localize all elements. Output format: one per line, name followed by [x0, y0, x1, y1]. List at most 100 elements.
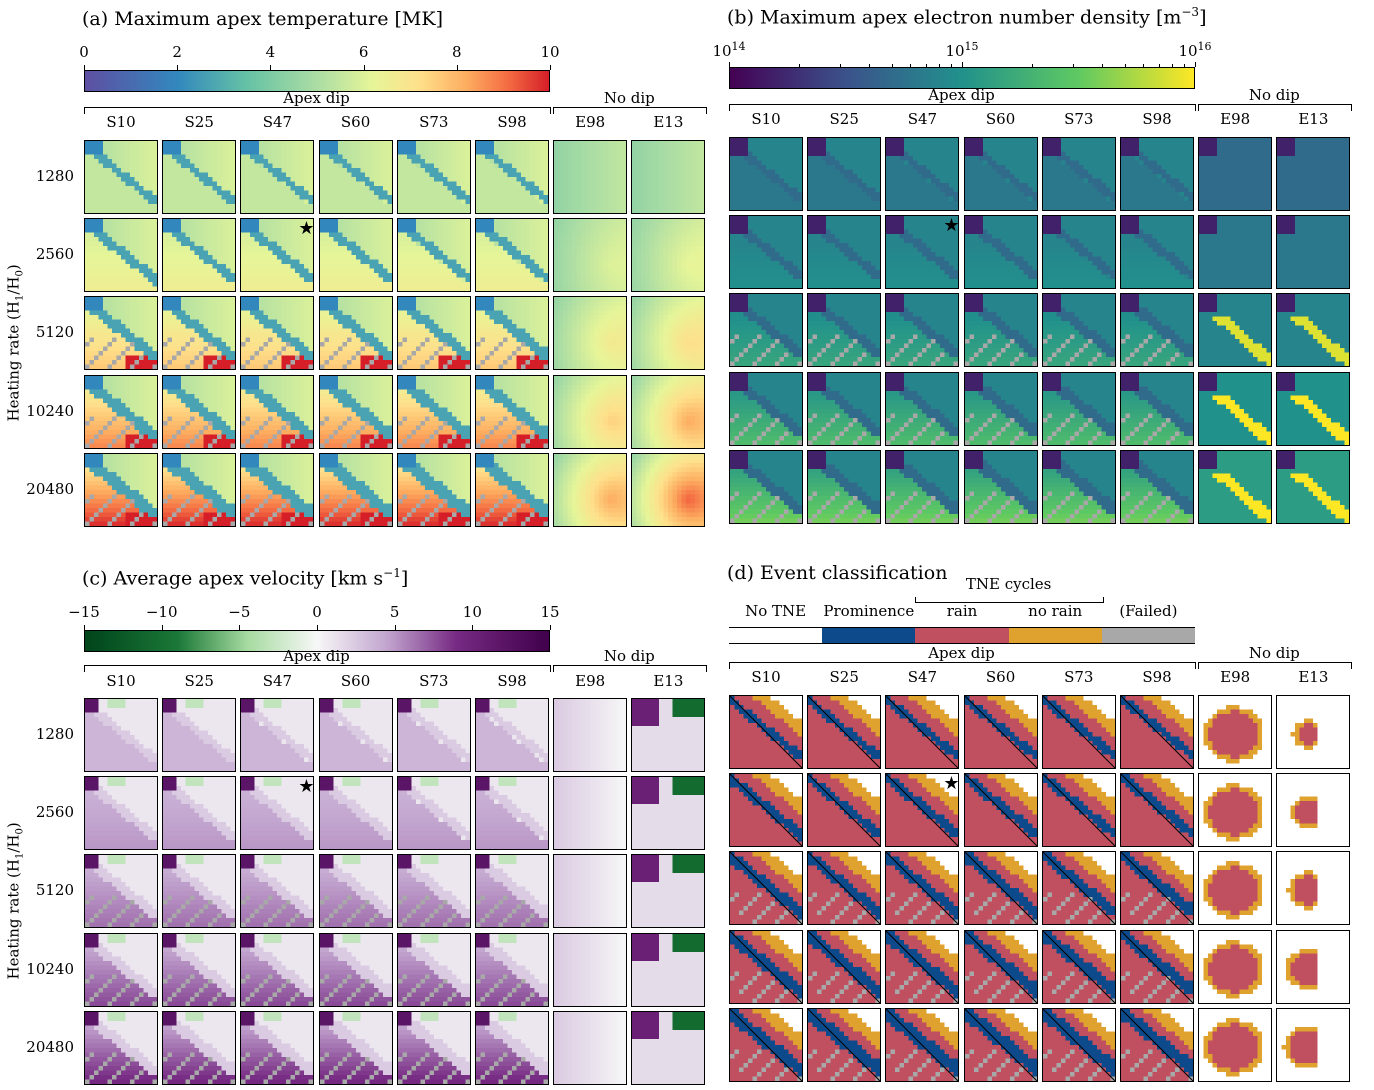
row-label: 20480	[4, 1038, 74, 1056]
cell-heatmap	[730, 774, 802, 847]
heatmap-cell	[1041, 215, 1116, 290]
heatmap-cell	[631, 140, 706, 214]
colorbar-tick	[550, 65, 551, 70]
cell-heatmap	[163, 777, 236, 850]
heatmap-cell	[318, 296, 393, 371]
heatmap-cell	[84, 374, 158, 449]
cell-heatmap	[85, 777, 157, 850]
heatmap-cell	[475, 374, 549, 449]
cell-heatmap	[632, 1011, 705, 1084]
colorbar-tick-label: 1015	[945, 40, 978, 60]
colorbar-tick	[363, 65, 365, 70]
heatmap-cell	[475, 296, 549, 371]
heatmap-cell	[84, 854, 158, 929]
column-label: S47	[240, 113, 314, 131]
row-label: 5120	[4, 881, 74, 899]
ylabel-sub: 0	[15, 828, 26, 834]
heatmap-cell	[1276, 293, 1351, 368]
heatmap-cell	[885, 929, 960, 1004]
cell-heatmap	[85, 375, 157, 448]
cell-heatmap	[163, 141, 236, 213]
row-label: 2560	[4, 245, 74, 263]
cell-heatmap	[964, 852, 1037, 925]
heatmap-cell	[553, 698, 628, 772]
heatmap-cell	[1041, 137, 1116, 211]
cell-heatmap	[85, 141, 157, 213]
cell-heatmap	[241, 699, 314, 771]
row-label: 2560	[4, 803, 74, 821]
cell-heatmap	[1199, 450, 1272, 523]
cell-heatmap	[163, 699, 236, 771]
cell-heatmap	[1277, 1008, 1350, 1081]
legend-label: (Failed)	[1119, 602, 1177, 620]
group-bracket-nodip	[553, 665, 708, 672]
title-superscript: −3	[1181, 5, 1199, 19]
cell-heatmap	[730, 138, 802, 210]
heatmap-cell	[1198, 137, 1273, 211]
starred-marker: ★	[943, 775, 959, 793]
starred-marker: ★	[298, 778, 314, 796]
column-label: S73	[1042, 668, 1116, 686]
heatmap-cell	[885, 449, 960, 524]
heatmap-cell	[1041, 929, 1116, 1004]
tick-base: 10	[945, 42, 964, 60]
cell-heatmap	[241, 453, 314, 526]
cell-heatmap	[808, 372, 881, 445]
heatmap-cell	[729, 371, 803, 446]
heatmap-cell	[1120, 1007, 1194, 1082]
cell-heatmap	[632, 855, 705, 928]
heatmap-cell	[240, 932, 315, 1007]
colorbar-minor-tick	[869, 64, 871, 67]
cell-heatmap	[319, 297, 392, 370]
cell-heatmap	[397, 855, 470, 928]
heatmap-cell	[162, 854, 237, 929]
group-label-nodip: No dip	[604, 89, 655, 107]
cell-heatmap	[886, 696, 959, 768]
cell-heatmap	[886, 138, 959, 210]
heatmap-cell	[553, 932, 628, 1007]
heatmap-cell	[162, 776, 237, 851]
heatmap-cell	[1276, 371, 1351, 446]
heatmap-cell	[396, 1010, 471, 1085]
group-bracket-nodip	[553, 107, 708, 114]
cell-heatmap	[1042, 294, 1115, 367]
cell-heatmap	[476, 855, 548, 928]
cell-heatmap	[554, 699, 627, 771]
column-label: E13	[1276, 110, 1350, 128]
heatmap-cell	[885, 695, 960, 769]
cell-heatmap	[808, 930, 881, 1003]
cell-heatmap	[730, 450, 802, 523]
group-bracket-dip	[84, 107, 551, 114]
cell-heatmap	[1121, 294, 1193, 367]
ylabel-sub: 0	[15, 270, 26, 276]
title-superscript: −1	[383, 566, 401, 580]
title-text: (d) Event classification	[727, 562, 947, 584]
colorbar-tick	[177, 65, 179, 70]
heatmap-cell	[807, 137, 882, 211]
ylabel-text: /H	[5, 276, 23, 294]
cell-heatmap	[808, 450, 881, 523]
cell-heatmap	[1121, 774, 1193, 847]
heatmap-cell	[1041, 695, 1116, 769]
colorbar-minor-tick	[799, 64, 801, 67]
cell-heatmap	[1042, 1008, 1115, 1081]
colorbar-tick-label: 6	[359, 43, 369, 61]
group-label-nodip: No dip	[604, 647, 655, 665]
heatmap-cell	[885, 773, 960, 848]
heatmap-cell	[963, 137, 1038, 211]
heatmap-cell	[475, 1010, 549, 1085]
column-label: S10	[84, 113, 158, 131]
row-label: 5120	[4, 323, 74, 341]
cell-heatmap	[808, 294, 881, 367]
heatmap-cell	[553, 776, 628, 851]
heatmap-cell	[1198, 215, 1273, 290]
row-label: 10240	[4, 402, 74, 420]
heatmap-cell	[963, 851, 1038, 926]
heatmap-cell	[807, 371, 882, 446]
heatmap-cell	[396, 140, 471, 214]
heatmap-cell	[729, 929, 803, 1004]
title-end: ]	[401, 567, 408, 589]
cell-heatmap	[632, 453, 705, 526]
cell-heatmap	[964, 696, 1037, 768]
heatmap-cell	[631, 374, 706, 449]
